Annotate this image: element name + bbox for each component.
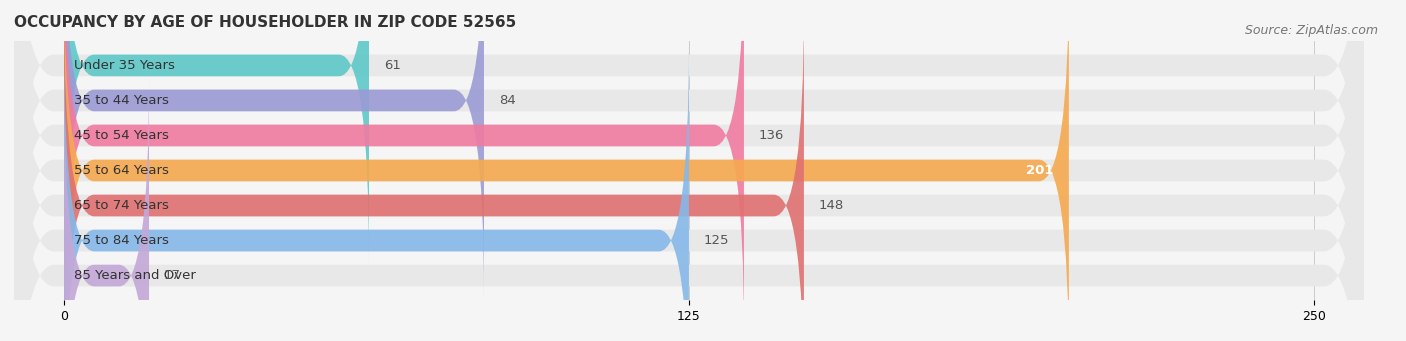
- FancyBboxPatch shape: [14, 0, 1364, 335]
- Text: 55 to 64 Years: 55 to 64 Years: [75, 164, 169, 177]
- FancyBboxPatch shape: [14, 6, 1364, 341]
- Text: 35 to 44 Years: 35 to 44 Years: [75, 94, 169, 107]
- FancyBboxPatch shape: [14, 0, 1364, 341]
- FancyBboxPatch shape: [14, 0, 1364, 341]
- Text: 84: 84: [499, 94, 516, 107]
- Text: 45 to 54 Years: 45 to 54 Years: [75, 129, 169, 142]
- Text: 17: 17: [165, 269, 181, 282]
- Text: 136: 136: [759, 129, 785, 142]
- FancyBboxPatch shape: [65, 0, 1069, 341]
- FancyBboxPatch shape: [65, 41, 689, 341]
- Text: Under 35 Years: Under 35 Years: [75, 59, 174, 72]
- Text: 148: 148: [818, 199, 844, 212]
- Text: 85 Years and Over: 85 Years and Over: [75, 269, 195, 282]
- Text: Source: ZipAtlas.com: Source: ZipAtlas.com: [1244, 24, 1378, 37]
- FancyBboxPatch shape: [14, 0, 1364, 341]
- Text: 61: 61: [384, 59, 401, 72]
- FancyBboxPatch shape: [65, 76, 149, 341]
- Text: 125: 125: [704, 234, 730, 247]
- Text: OCCUPANCY BY AGE OF HOUSEHOLDER IN ZIP CODE 52565: OCCUPANCY BY AGE OF HOUSEHOLDER IN ZIP C…: [14, 15, 516, 30]
- FancyBboxPatch shape: [65, 6, 804, 341]
- Text: 65 to 74 Years: 65 to 74 Years: [75, 199, 169, 212]
- FancyBboxPatch shape: [65, 0, 484, 300]
- FancyBboxPatch shape: [14, 0, 1364, 341]
- FancyBboxPatch shape: [14, 0, 1364, 341]
- FancyBboxPatch shape: [65, 0, 744, 335]
- Text: 201: 201: [1026, 164, 1054, 177]
- FancyBboxPatch shape: [65, 0, 368, 265]
- Text: 75 to 84 Years: 75 to 84 Years: [75, 234, 169, 247]
